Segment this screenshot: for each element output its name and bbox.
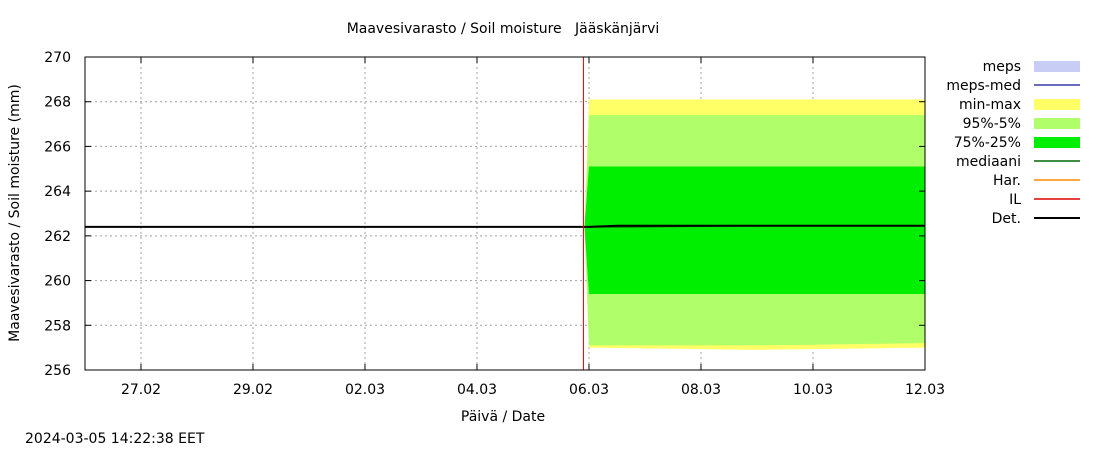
y-tick-label: 266	[44, 139, 71, 155]
y-tick-label: 264	[44, 184, 71, 200]
y-tick-label: 256	[44, 363, 71, 379]
band-75%-25%	[584, 166, 925, 294]
plot-frame	[84, 56, 926, 371]
legend-label: meps-med	[946, 78, 1021, 94]
y-axis-ticks: 256 258 260 262 264 266 268 270	[44, 50, 925, 379]
x-tick-label: 10.03	[793, 382, 833, 398]
legend-label: IL	[1009, 192, 1021, 208]
legend-label: 75%-25%	[954, 135, 1021, 151]
timestamp: 2024-03-05 14:22:38 EET	[25, 431, 205, 447]
legend-label: min-max	[959, 97, 1021, 113]
legend-label: meps	[983, 59, 1021, 75]
legend-swatch	[1034, 61, 1080, 72]
legend-label: mediaani	[956, 154, 1021, 170]
x-axis-ticks: 27.02 29.02 02.03 04.03 06.03 08.03 10.03 12.03	[121, 57, 945, 398]
x-tick-label: 06.03	[569, 382, 609, 398]
y-tick-label: 268	[44, 95, 71, 111]
x-tick-label: 02.03	[345, 382, 385, 398]
legend-swatch	[1034, 118, 1080, 129]
x-tick-label: 12.03	[905, 382, 945, 398]
legend-swatch	[1034, 137, 1080, 148]
legend-label: 95%-5%	[963, 116, 1021, 132]
legend-label: Har.	[993, 173, 1021, 189]
legend: meps meps-med min-max 95%-5% 75%-25% mediaani…	[946, 59, 1080, 227]
x-tick-label: 08.03	[681, 382, 721, 398]
y-tick-label: 270	[44, 50, 71, 66]
chart-title: Maavesivarasto / Soil moisture Jääskänjä…	[347, 21, 660, 37]
x-tick-label: 04.03	[457, 382, 497, 398]
y-tick-label: 258	[44, 318, 71, 334]
x-tick-label: 29.02	[233, 382, 273, 398]
y-tick-label: 260	[44, 274, 71, 290]
legend-label: Det.	[992, 211, 1021, 227]
legend-swatch	[1034, 99, 1080, 110]
series-lines	[85, 224, 925, 228]
x-axis-label: Päivä / Date	[461, 409, 545, 425]
series-line-Det.	[85, 224, 925, 228]
y-axis-label: Maavesivarasto / Soil moisture (mm)	[7, 84, 23, 342]
y-tick-label: 262	[44, 229, 71, 245]
forecast-bands	[584, 99, 925, 350]
x-tick-label: 27.02	[121, 382, 161, 398]
